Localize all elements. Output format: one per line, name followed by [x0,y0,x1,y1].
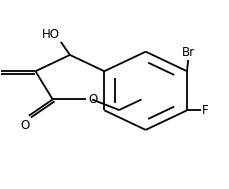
Text: Br: Br [181,46,194,59]
Text: O: O [88,93,98,106]
Text: F: F [201,104,207,117]
Text: HO: HO [41,28,60,41]
Text: O: O [21,119,30,132]
